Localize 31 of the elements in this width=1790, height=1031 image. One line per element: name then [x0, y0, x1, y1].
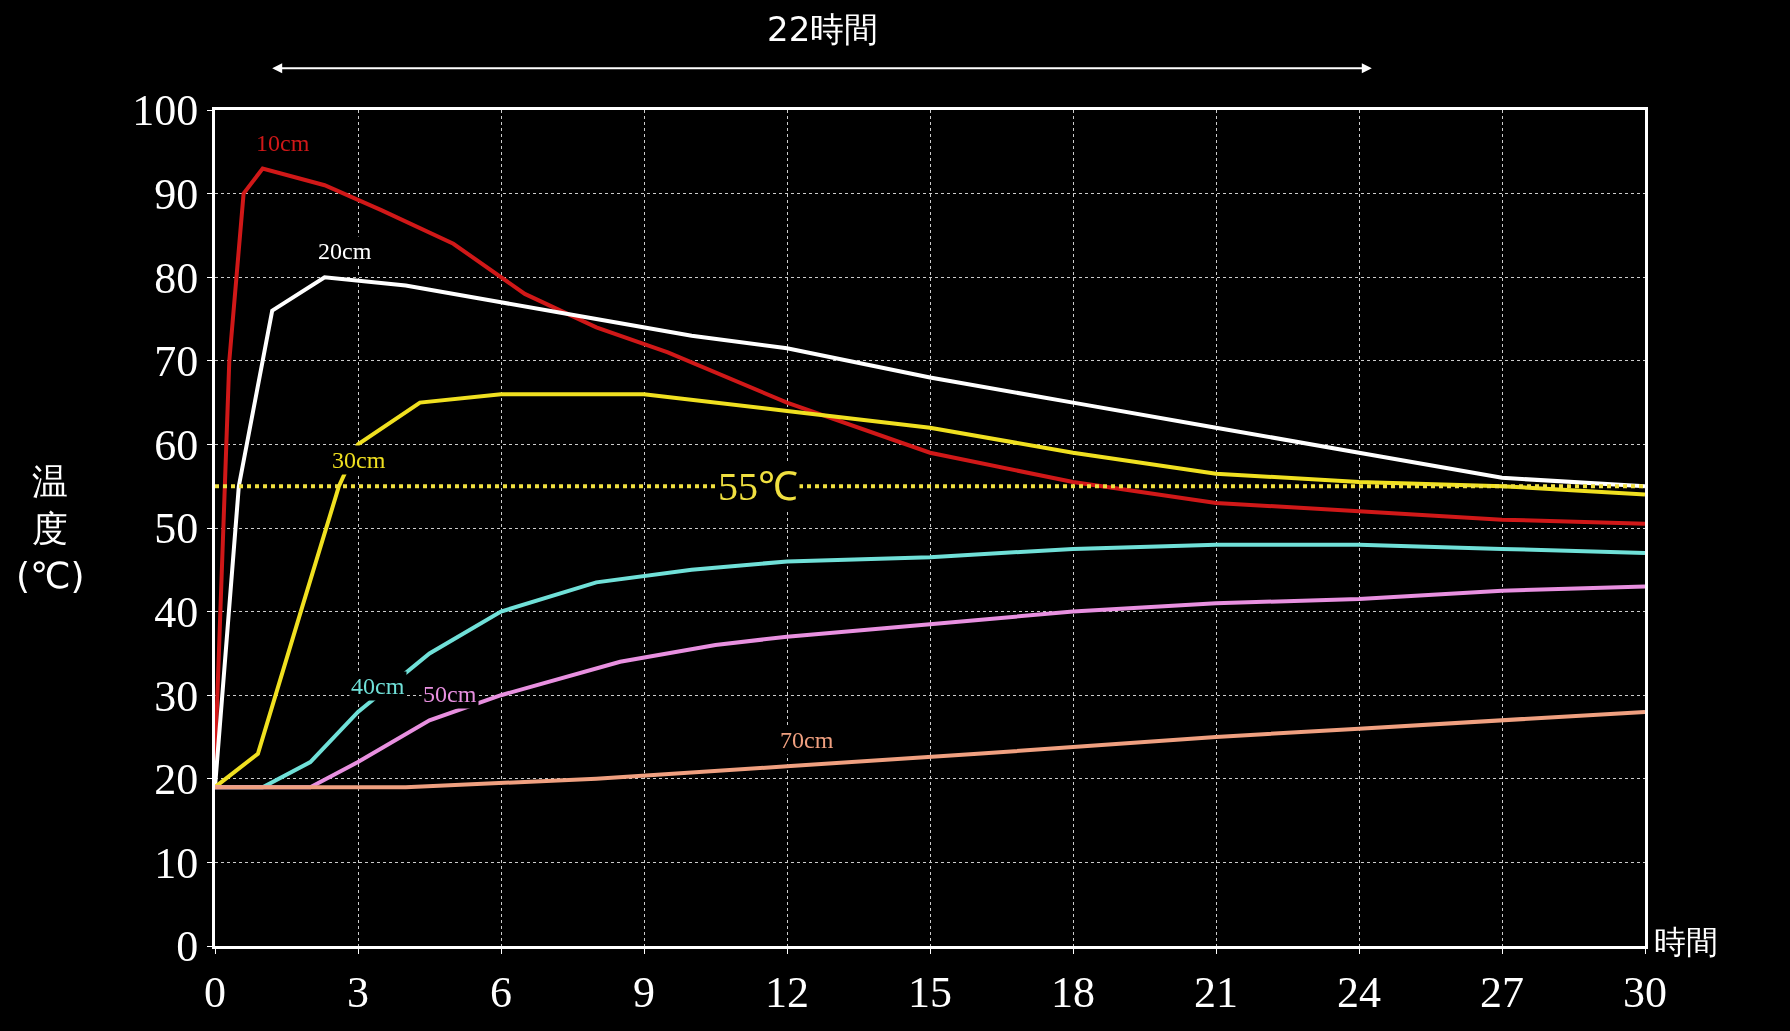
y-tick-label: 80: [154, 253, 199, 303]
x-tick-label: 30: [1623, 967, 1667, 1017]
x-tick-label: 3: [347, 967, 369, 1017]
x-tick-label: 18: [1051, 967, 1095, 1017]
x-tick-label: 12: [765, 967, 809, 1017]
x-tick-label: 9: [633, 967, 655, 1017]
series-label: 10cm: [256, 130, 310, 156]
series-label: 70cm: [780, 727, 834, 753]
series-label: 40cm: [351, 673, 405, 699]
x-tick-label: 15: [908, 967, 952, 1017]
series-label: 20cm: [318, 238, 372, 264]
y-tick-label: 40: [154, 588, 199, 637]
x-tick-label: 24: [1337, 967, 1381, 1017]
series-label: 30cm: [332, 447, 386, 473]
x-tick-label: 6: [490, 967, 512, 1017]
y-tick-label: 70: [154, 337, 199, 387]
text: 22時間: [767, 9, 879, 49]
y-axis-title: 温度(℃): [16, 461, 85, 596]
y-tick-label: 20: [154, 755, 199, 805]
y-tick-label: 30: [154, 671, 199, 721]
x-tick-label: 21: [1194, 967, 1238, 1017]
y-tick-label: 100: [132, 86, 199, 136]
x-axis-title: 時間: [1654, 923, 1718, 961]
y-tick-label: 90: [154, 170, 199, 219]
y-tick-label: 10: [154, 838, 199, 888]
y-tick-label: 60: [154, 420, 199, 470]
y-tick-label: 0: [176, 922, 199, 972]
series-label: 50cm: [423, 681, 477, 707]
y-tick-label: 50: [154, 504, 199, 554]
x-tick-label: 27: [1480, 967, 1524, 1017]
ref-line-label: 55℃: [718, 464, 798, 509]
